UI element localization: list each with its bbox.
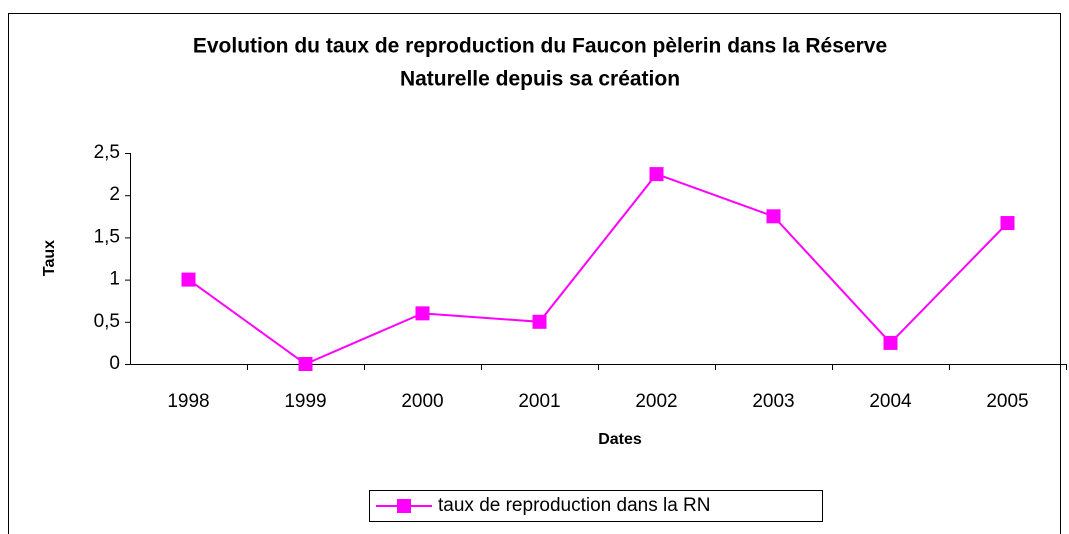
legend-marker	[397, 499, 411, 513]
chart-border	[8, 13, 1061, 534]
legend-box	[369, 490, 823, 522]
x-tick-label: 2004	[869, 391, 912, 412]
point-marker	[649, 167, 664, 182]
x-tick-label: 1998	[167, 391, 209, 412]
x-tick-label: 2000	[401, 391, 443, 412]
legend-label: taux de reproduction dans la RN	[438, 495, 711, 516]
point-marker	[181, 272, 196, 287]
y-axis-label: Taux	[41, 240, 58, 276]
y-tick-label: 2	[109, 184, 120, 205]
y-tick-label: 1,5	[94, 226, 120, 247]
x-tick-label: 2001	[518, 391, 560, 412]
x-tick-label: 2005	[986, 391, 1028, 412]
point-marker	[298, 357, 313, 371]
y-tick-label: 0	[109, 353, 120, 374]
point-marker	[532, 314, 547, 329]
chart-title: Evolution du taux de reproduction du Fau…	[193, 35, 887, 58]
point-marker	[883, 335, 898, 350]
point-marker	[766, 209, 781, 224]
y-tick-label: 0,5	[94, 311, 120, 332]
x-tick-label: 2003	[752, 391, 794, 412]
chart-title: Naturelle depuis sa création	[400, 68, 680, 91]
y-tick-label: 2,5	[94, 142, 120, 163]
point-marker	[1000, 216, 1015, 231]
line-series	[187, 172, 1009, 366]
point-marker	[415, 306, 430, 321]
x-tick-label: 1999	[284, 391, 326, 412]
x-tick-label: 2002	[635, 391, 677, 412]
x-axis-label: Dates	[598, 431, 642, 448]
y-tick-label: 1	[109, 269, 120, 290]
